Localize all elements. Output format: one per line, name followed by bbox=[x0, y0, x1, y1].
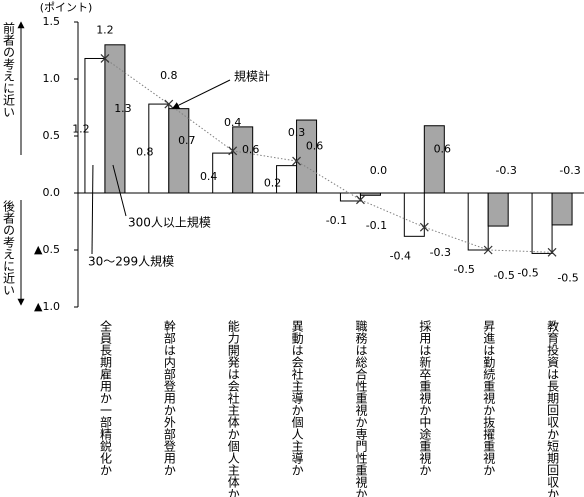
line-marker bbox=[228, 146, 238, 156]
bar bbox=[359, 192, 381, 196]
y-tick-label: ▲0.5 bbox=[34, 243, 60, 256]
bar bbox=[423, 125, 445, 194]
y-tick-label: 0.0 bbox=[43, 186, 61, 199]
x-tick-label: 職務は総合性重視か専門性重視か bbox=[354, 320, 368, 497]
value-label: 1.2 bbox=[96, 23, 114, 36]
y-tick-label: 1.0 bbox=[43, 72, 61, 85]
value-label: 0.6 bbox=[306, 140, 324, 153]
line-marker bbox=[419, 222, 429, 232]
bar bbox=[296, 119, 318, 194]
bar bbox=[551, 192, 573, 226]
bar bbox=[232, 126, 254, 194]
line-marker bbox=[100, 54, 110, 63]
value-label: -0.5 bbox=[517, 266, 538, 279]
lower-label: 後者の考えに近い bbox=[2, 200, 16, 296]
x-tick-label: 昇進は勤続重視か抜擢重視か bbox=[482, 320, 496, 476]
y-axis-label: (ポイント) bbox=[40, 1, 93, 14]
bar bbox=[339, 192, 361, 202]
legend-pointer bbox=[172, 79, 231, 109]
y-tick-label: 1.5 bbox=[43, 15, 61, 28]
bar bbox=[487, 192, 509, 227]
line bbox=[104, 58, 553, 253]
legend-entry: 30～299人規模 bbox=[88, 254, 174, 269]
value-label: 1.3 bbox=[114, 102, 132, 115]
x-tick-label: 能力開発は会社主体か個人主体か bbox=[226, 320, 240, 497]
value-label: -0.3 bbox=[559, 164, 580, 177]
value-label: 0.8 bbox=[136, 146, 154, 159]
bar bbox=[467, 192, 489, 251]
legend-pointer bbox=[112, 164, 127, 217]
value-label: 0.7 bbox=[178, 134, 196, 147]
value-label: 0.0 bbox=[370, 164, 388, 177]
value-label: 0.2 bbox=[264, 176, 282, 189]
line-marker bbox=[547, 247, 557, 257]
value-label: 0.4 bbox=[224, 116, 242, 129]
x-tick-label: 異動は会社主導か個人主導か bbox=[290, 320, 304, 476]
bar bbox=[104, 44, 126, 194]
line-marker bbox=[483, 245, 493, 255]
value-label: -0.1 bbox=[326, 214, 347, 227]
y-tick-label: 0.5 bbox=[43, 129, 61, 142]
value-label: -0.5 bbox=[493, 269, 514, 282]
value-label: 0.4 bbox=[200, 170, 218, 183]
upper-label: 前者の考えに近い bbox=[2, 21, 16, 118]
value-label: 0.6 bbox=[434, 142, 452, 155]
value-label: 0.6 bbox=[242, 143, 260, 156]
value-label: -0.5 bbox=[557, 271, 578, 284]
line-marker bbox=[292, 156, 301, 166]
x-tick-label: 採用は新卒重視か中途重視か bbox=[418, 320, 432, 476]
legend-entry: 規模計 bbox=[234, 69, 270, 84]
legend-entry: 300人以上規模 bbox=[128, 215, 211, 230]
line-marker bbox=[356, 195, 365, 205]
x-tick-label: 幹部は内部登用か外部登用か bbox=[162, 319, 176, 476]
value-label: 0.8 bbox=[160, 69, 178, 82]
value-label: 0.3 bbox=[288, 126, 306, 139]
value-label: 1.2 bbox=[72, 123, 90, 136]
legend-pointer bbox=[91, 164, 94, 255]
bar bbox=[531, 192, 553, 254]
value-label: -0.5 bbox=[453, 263, 474, 276]
value-label: -0.3 bbox=[430, 246, 451, 259]
y-tick-label: ▲1.0 bbox=[34, 300, 60, 313]
value-label: -0.4 bbox=[390, 249, 411, 262]
value-label: -0.1 bbox=[366, 219, 387, 232]
value-label: -0.3 bbox=[495, 164, 516, 177]
bar bbox=[168, 108, 190, 194]
line-marker bbox=[164, 99, 174, 109]
x-tick-label: 全員長期雇用か一部精鋭化か bbox=[98, 319, 112, 476]
x-tick-label: 教育投資は長期回収か短期回収か bbox=[546, 319, 560, 497]
